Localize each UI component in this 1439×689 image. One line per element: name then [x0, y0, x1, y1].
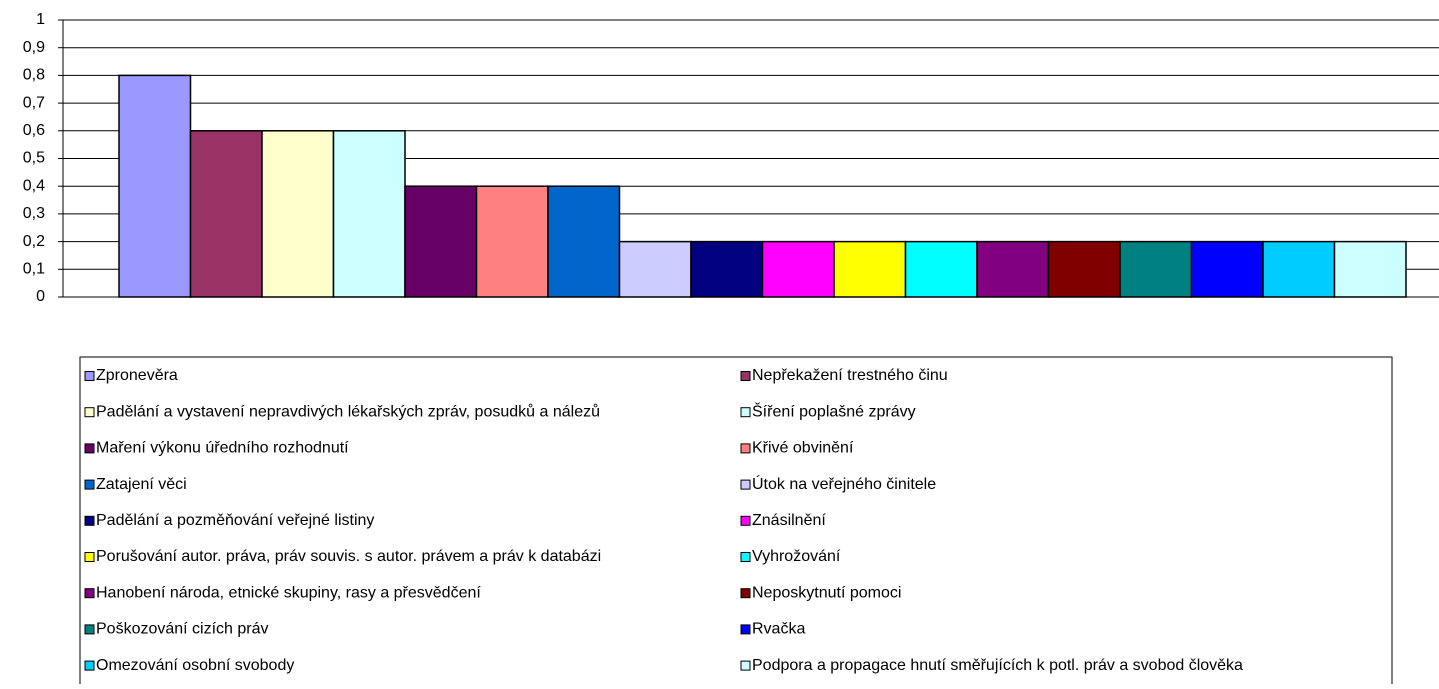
- bar: [547, 185, 621, 298]
- y-tick-label: 0,3: [23, 205, 45, 222]
- legend-label: Zpronevěra: [96, 367, 178, 384]
- legend-label: Nepřekažení trestného činu: [752, 367, 948, 384]
- legend-label: Hanobení národa, etnické skupiny, rasy a…: [96, 584, 481, 601]
- legend-label: Poškozování cizích práv: [96, 621, 269, 638]
- legend-swatch: [740, 588, 751, 599]
- y-tick-label: 0,4: [23, 177, 45, 194]
- legend-swatch: [84, 407, 95, 418]
- legend-swatch: [84, 443, 95, 454]
- bar: [761, 240, 835, 298]
- y-tick-label: 0,5: [23, 150, 45, 167]
- legend-swatch: [84, 479, 95, 490]
- legend-label: Padělání a vystavení nepravdivých lékařs…: [96, 402, 600, 420]
- legend-swatch: [84, 371, 95, 381]
- legend-label: Podpora a propagace hnutí směřujících k …: [752, 657, 1243, 674]
- legend-label: Rvačka: [752, 621, 805, 638]
- legend-swatch: [740, 443, 751, 454]
- bar: [189, 130, 263, 298]
- legend-label: Šíření poplašné zprávy: [752, 401, 916, 420]
- y-tick-label: 0,1: [23, 261, 45, 278]
- bar: [690, 240, 764, 298]
- legend-label: Zatajení věci: [96, 476, 187, 493]
- bar: [1047, 240, 1121, 298]
- legend-label: Útok na veřejného činitele: [752, 474, 936, 493]
- y-tick-label: 1: [36, 11, 45, 28]
- bar: [833, 240, 907, 298]
- legend-label: Porušování autor. práva, práv souvis. s …: [96, 548, 601, 565]
- legend-label: Znásilnění: [752, 512, 826, 529]
- bar: [1262, 240, 1336, 298]
- legend-label: Padělání a pozměňování veřejné listiny: [96, 512, 374, 529]
- legend-swatch: [740, 479, 751, 490]
- legend-swatch: [740, 407, 751, 418]
- bar: [618, 240, 692, 298]
- legend-swatch: [84, 660, 95, 671]
- legend-label: Křivé obvinění: [752, 440, 854, 457]
- bar: [261, 130, 335, 298]
- y-tick-label: 0: [36, 288, 45, 305]
- y-tick-label: 0,7: [23, 94, 45, 111]
- legend-label: Neposkytnutí pomoci: [752, 584, 901, 601]
- legend-swatch: [740, 371, 751, 381]
- y-tick-label: 0,9: [23, 39, 45, 56]
- legend-box: [79, 356, 1393, 689]
- bar: [904, 240, 978, 298]
- y-tick-label: 0,6: [23, 122, 45, 139]
- legend-swatch: [84, 588, 95, 599]
- bar: [404, 185, 478, 298]
- bar: [332, 130, 406, 298]
- bar: [1190, 240, 1264, 298]
- legend-swatch: [740, 552, 751, 562]
- legend-swatch: [740, 624, 751, 635]
- bar: [118, 74, 192, 298]
- legend-swatch: [84, 552, 95, 562]
- legend-swatch: [740, 515, 751, 526]
- legend-swatch: [84, 515, 95, 526]
- y-tick-label: 0,8: [23, 67, 45, 84]
- bar: [1333, 240, 1407, 298]
- legend-swatch: [740, 660, 751, 671]
- bar: [475, 185, 549, 298]
- legend-label: Omezování osobní svobody: [96, 657, 294, 674]
- bar: [1119, 240, 1193, 298]
- y-tick-label: 0,2: [23, 233, 45, 250]
- legend-swatch: [84, 624, 95, 635]
- legend-label: Maření výkonu úředního rozhodnutí: [96, 440, 349, 457]
- legend-label: Vyhrožování: [752, 548, 841, 565]
- bar: [976, 240, 1050, 298]
